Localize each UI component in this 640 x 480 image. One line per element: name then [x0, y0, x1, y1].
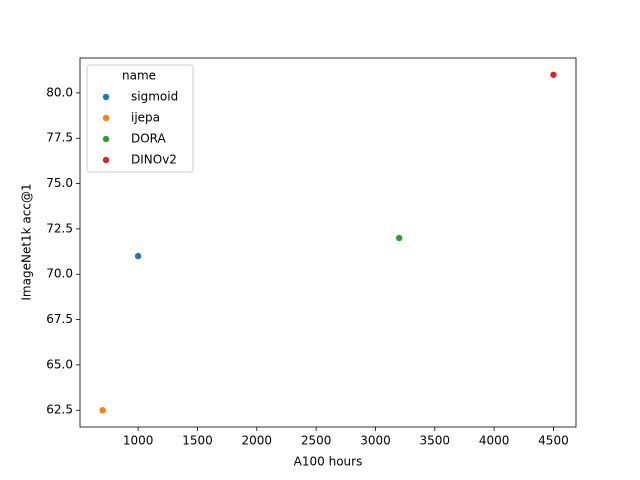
point — [98, 406, 107, 415]
y-tick-label: 70.0 — [46, 267, 73, 281]
x-tick-label: 3500 — [420, 434, 451, 448]
legend-marker — [102, 135, 110, 143]
legend-box — [86, 64, 194, 173]
x-tick-label: 1000 — [123, 434, 154, 448]
legend-title: name — [122, 69, 156, 83]
legend-label: DINOv2 — [131, 153, 177, 167]
y-tick-label: 65.0 — [46, 357, 73, 371]
legend-marker — [102, 156, 110, 164]
y-tick-label: 67.5 — [46, 312, 73, 326]
x-tick-label: 1500 — [182, 434, 213, 448]
point — [549, 70, 558, 79]
point — [134, 252, 142, 260]
legend-label: DORA — [131, 132, 167, 146]
y-tick-label: 77.5 — [46, 131, 73, 145]
legend-label: ijepa — [131, 111, 160, 125]
y-tick-label: 72.5 — [46, 221, 73, 235]
plot-frame — [79, 57, 577, 428]
point — [395, 234, 403, 242]
legend-label: sigmoid — [131, 90, 178, 104]
y-tick-label: 75.0 — [46, 176, 73, 190]
y-tick-label: 80.0 — [46, 85, 73, 99]
x-tick-label: 3000 — [360, 434, 391, 448]
x-tick-label: 2500 — [301, 434, 332, 448]
legend-marker — [102, 114, 110, 122]
x-axis-label: A100 hours — [294, 455, 363, 469]
y-tick-label: 62.5 — [46, 403, 73, 417]
x-tick-label: 4500 — [538, 434, 569, 448]
x-tick-label: 4000 — [479, 434, 510, 448]
legend-marker — [102, 93, 110, 101]
y-axis-label: ImageNet1k acc@1 — [20, 183, 34, 300]
x-tick-label: 2000 — [242, 434, 273, 448]
